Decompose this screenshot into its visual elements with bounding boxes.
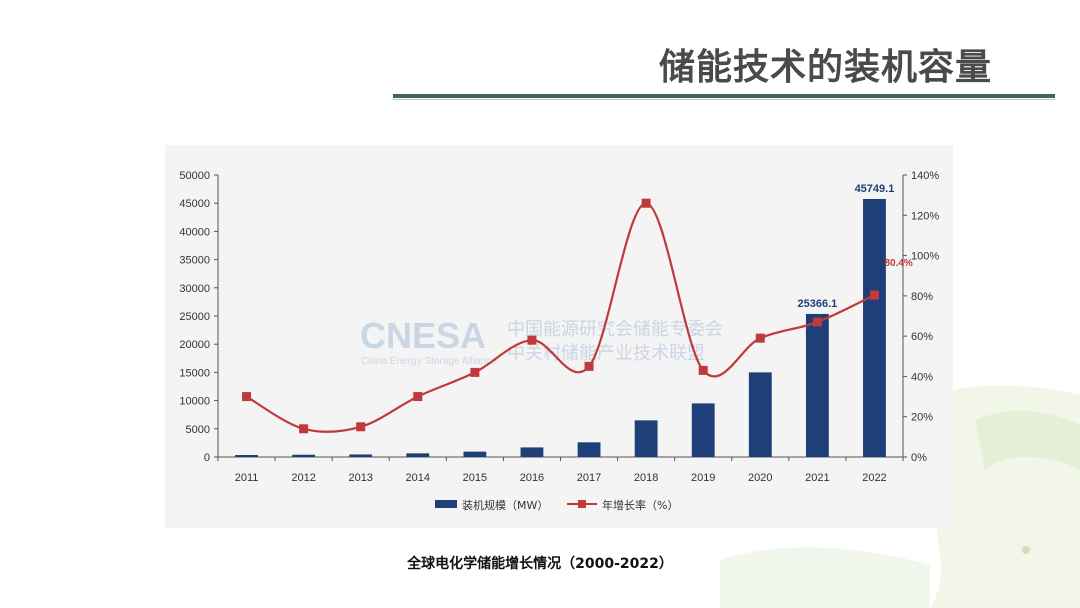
- data-labels: 25366.1 45749.1 80.4%: [797, 183, 912, 310]
- bar: [406, 453, 430, 457]
- watermark-org-cn-1: 中国能源研究会储能专委会: [507, 319, 723, 340]
- line-marker: [698, 365, 708, 375]
- y-right-tick-label: 40%: [911, 371, 933, 383]
- line-marker: [413, 392, 423, 402]
- y-right-tick-label: 20%: [911, 412, 933, 424]
- bar: [463, 451, 487, 457]
- line-marker: [755, 333, 765, 343]
- y-right-tick-label: 140%: [911, 170, 939, 182]
- y-left-tick-label: 10000: [179, 396, 210, 408]
- legend-line-label: 年增长率（%）: [602, 498, 678, 512]
- y-left-tick-label: 0: [204, 452, 210, 464]
- x-tick-label: 2020: [748, 472, 772, 484]
- bar-data-label: 45749.1: [855, 183, 895, 195]
- x-tick-label: 2022: [862, 472, 886, 484]
- title-underline-shadow: [393, 99, 1055, 100]
- bar: [235, 455, 258, 457]
- x-tick-label: 2013: [348, 472, 372, 484]
- bar: [292, 454, 316, 457]
- bar: [577, 442, 601, 457]
- x-tick-label: 2019: [691, 472, 715, 484]
- y-left-tick-label: 15000: [179, 367, 210, 379]
- line-marker: [356, 422, 366, 432]
- line-series: [242, 198, 879, 434]
- line-marker: [812, 317, 822, 327]
- bar: [863, 198, 886, 457]
- line-data-label: 80.4%: [884, 258, 912, 269]
- bar: [634, 420, 658, 457]
- bar: [805, 313, 829, 457]
- y-right-tick-label: 120%: [911, 210, 939, 222]
- y-right-tick-label: 0%: [911, 452, 927, 464]
- chart: CNESA 中国能源研究会储能专委会 中关村储能产业技术联盟 China Ene…: [179, 170, 939, 512]
- bar: [520, 447, 544, 457]
- x-ticks: 2011 2012 2013 2014 2015 2016 2017 2018 2019 2020…: [217, 457, 904, 484]
- y-left-tick-label: 5000: [186, 424, 210, 436]
- legend-bar-swatch: [435, 500, 457, 508]
- line-marker: [470, 367, 480, 377]
- chart-caption: 全球电化学储能增长情况（2000-2022）: [407, 556, 673, 572]
- line-marker: [242, 392, 252, 402]
- y-left-tick-label: 40000: [179, 226, 210, 238]
- watermark-org-en: China Energy Storage Alliance: [361, 356, 497, 367]
- bar-series: [235, 198, 886, 457]
- growth-rate-line: [245, 202, 875, 433]
- x-tick-label: 2012: [291, 472, 315, 484]
- y-left-tick-label: 50000: [179, 170, 210, 182]
- title-underline: [393, 94, 1055, 98]
- x-tick-label: 2011: [235, 472, 259, 484]
- x-tick-label: 2018: [634, 472, 658, 484]
- y-right-tick-label: 60%: [911, 331, 933, 343]
- y-right-tick-label: 100%: [911, 251, 939, 263]
- bar: [349, 454, 373, 457]
- x-tick-label: 2017: [577, 472, 601, 484]
- watermark: CNESA 中国能源研究会储能专委会 中关村储能产业技术联盟 China Ene…: [360, 315, 723, 367]
- legend-line-marker: [578, 500, 586, 508]
- y-left-tick-label: 35000: [179, 255, 210, 267]
- x-tick-label: 2016: [520, 472, 544, 484]
- line-marker: [299, 424, 309, 434]
- slide-title: 储能技术的装机容量: [658, 47, 992, 88]
- y-left-tick-label: 45000: [179, 198, 210, 210]
- x-tick-label: 2015: [463, 472, 487, 484]
- y-left-ticks: 0 5000 10000 15000 20000 25000 30000 35000 40000…: [179, 170, 218, 464]
- line-marker: [527, 335, 537, 345]
- bar: [691, 403, 715, 457]
- bar-data-label: 25366.1: [797, 298, 837, 310]
- watermark-logo: CNESA: [360, 315, 486, 356]
- line-marker: [584, 361, 594, 371]
- watermark-org-cn-2: 中关村储能产业技术联盟: [507, 343, 705, 364]
- legend-bar-label: 装机规模（MW）: [462, 498, 548, 512]
- y-right-tick-label: 80%: [911, 291, 933, 303]
- bar: [748, 372, 772, 457]
- x-tick-label: 2021: [805, 472, 829, 484]
- legend: 装机规模（MW） 年增长率（%）: [435, 498, 678, 512]
- line-marker: [641, 198, 651, 208]
- y-left-tick-label: 25000: [179, 311, 210, 323]
- y-right-ticks: 0% 20% 40% 60% 80% 100% 120% 140%: [903, 170, 939, 464]
- x-tick-label: 2014: [406, 472, 430, 484]
- chart-panel: CNESA 中国能源研究会储能专委会 中关村储能产业技术联盟 China Ene…: [165, 145, 953, 528]
- line-marker: [869, 290, 879, 300]
- y-left-tick-label: 30000: [179, 283, 210, 295]
- y-left-tick-label: 20000: [179, 339, 210, 351]
